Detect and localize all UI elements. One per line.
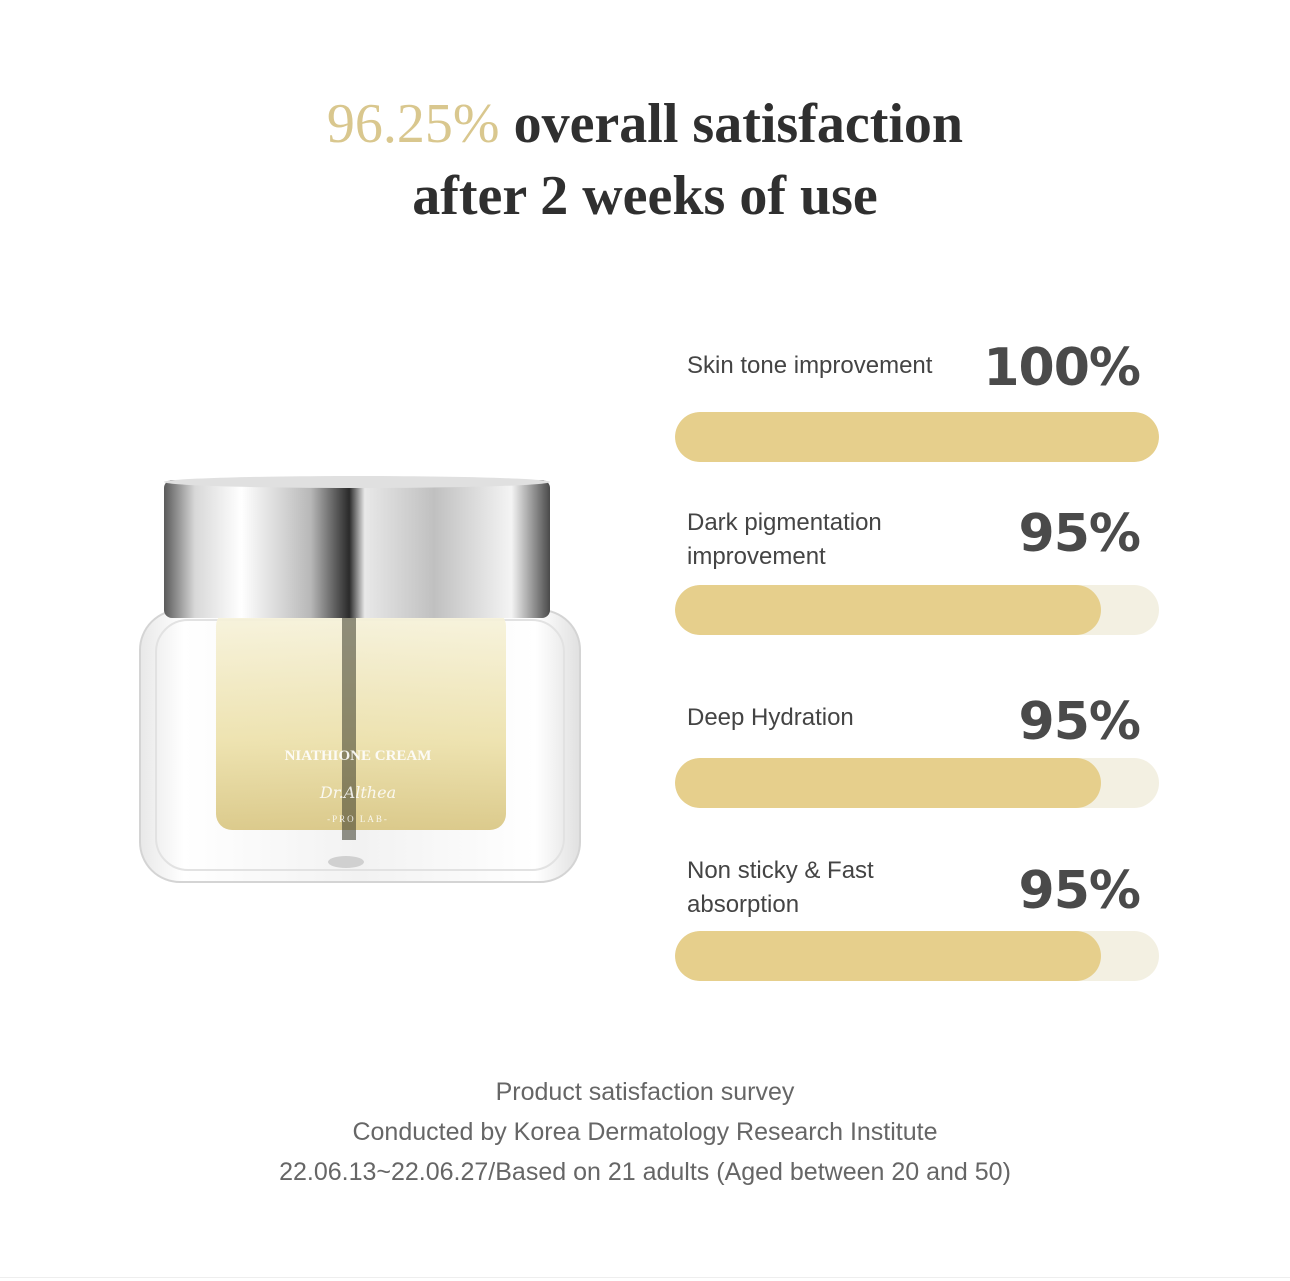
stat-bar-track — [675, 931, 1159, 981]
jar-brand-logo: Dr.Althea — [319, 783, 396, 802]
jar-cream — [216, 610, 506, 830]
jar-product-name: NIATHIONE CREAM — [285, 748, 432, 764]
stat-bar-track — [675, 585, 1159, 635]
footnote-line-2: Conducted by Korea Dermatology Research … — [352, 1118, 938, 1146]
bottom-divider — [0, 1277, 1290, 1278]
stat-skin-tone: Skin tone improvement 100% — [675, 335, 1160, 508]
stat-value: 95% — [1018, 504, 1141, 564]
stat-dark-pigmentation: Dark pigmentation improvement 95% — [675, 504, 1160, 681]
product-jar-image: NIATHIONE CREAM Dr.Althea -PRO LAB- — [139, 476, 581, 883]
stat-bar-fill — [675, 758, 1101, 808]
stat-bar-track — [675, 412, 1159, 462]
headline-line-1: 96.25% overall satisfaction — [0, 88, 1290, 160]
stat-label: Skin tone improvement — [687, 352, 933, 379]
stat-label: Deep Hydration — [687, 704, 854, 731]
footnote-line-3: 22.06.13~22.06.27/Based on 21 adults (Ag… — [279, 1158, 1011, 1186]
stat-value: 100% — [983, 338, 1141, 398]
headline: 96.25% overall satisfaction after 2 week… — [0, 88, 1290, 232]
headline-line1-text: overall satisfaction — [499, 93, 964, 155]
stat-value: 95% — [1018, 861, 1141, 921]
stat-bar-fill — [675, 585, 1101, 635]
stat-label: Non sticky & Fast absorption — [687, 857, 874, 918]
stat-non-sticky: Non sticky & Fast absorption 95% — [675, 854, 1160, 1027]
headline-percent: 96.25% — [326, 93, 500, 155]
satisfaction-stats: Skin tone improvement 100% Dark pigmenta… — [675, 335, 1160, 1027]
stat-deep-hydration: Deep Hydration 95% — [675, 681, 1160, 854]
stat-bar-fill — [675, 412, 1159, 462]
survey-footnote: Product satisfaction survey Conducted by… — [0, 1072, 1290, 1192]
stat-bar-fill — [675, 931, 1101, 981]
stat-bar-track — [675, 758, 1159, 808]
jar-cap — [164, 480, 550, 618]
headline-line-2: after 2 weeks of use — [412, 165, 878, 227]
stat-label: Dark pigmentation improvement — [687, 509, 882, 570]
stat-value: 95% — [1018, 692, 1141, 752]
jar-sub-label: -PRO LAB- — [327, 814, 389, 824]
footnote-line-1: Product satisfaction survey — [495, 1078, 795, 1106]
